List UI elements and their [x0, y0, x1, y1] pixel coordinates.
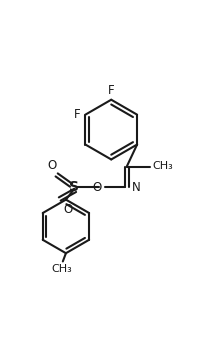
Text: CH₃: CH₃: [153, 161, 174, 171]
Text: CH₃: CH₃: [52, 264, 73, 274]
Text: S: S: [69, 180, 79, 194]
Text: F: F: [108, 84, 115, 96]
Text: O: O: [47, 159, 56, 172]
Text: F: F: [74, 108, 80, 121]
Text: O: O: [93, 181, 102, 194]
Text: N: N: [132, 181, 140, 194]
Text: O: O: [64, 203, 73, 216]
